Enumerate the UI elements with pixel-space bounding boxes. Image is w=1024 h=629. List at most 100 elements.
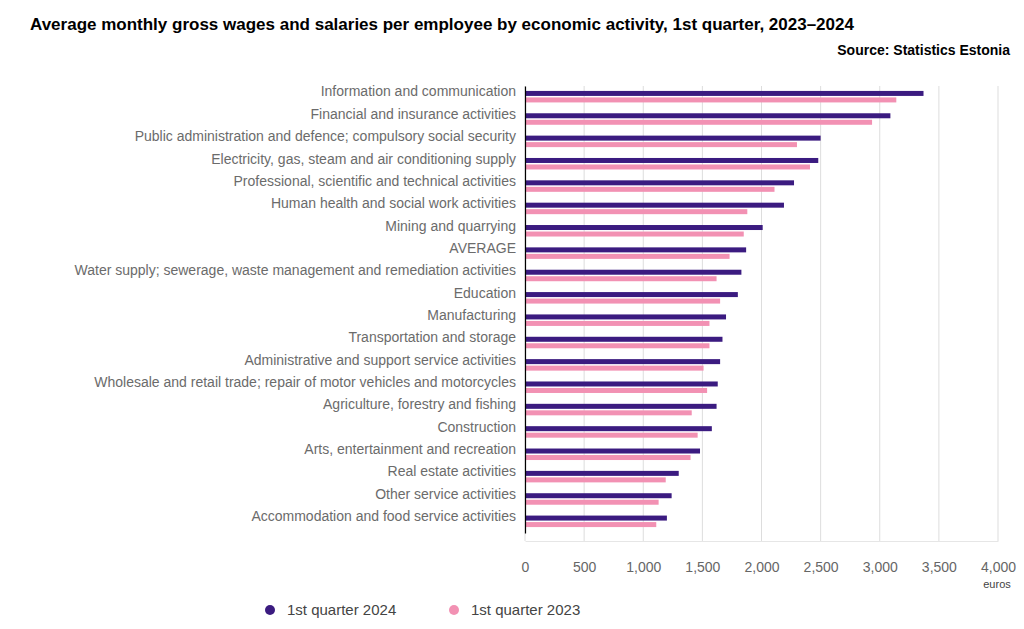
bar bbox=[525, 203, 784, 208]
x-tick: 2,000 bbox=[744, 541, 779, 575]
y-tick-label: Real estate activities bbox=[388, 463, 516, 479]
grid-line bbox=[525, 86, 526, 541]
bar bbox=[525, 516, 667, 521]
bar bbox=[525, 97, 896, 102]
x-tick-label: 3,000 bbox=[863, 559, 898, 575]
grid bbox=[525, 86, 998, 541]
bar bbox=[525, 404, 717, 409]
y-tick: Manufacturing bbox=[427, 307, 525, 323]
y-tick: Electricity, gas, steam and air conditio… bbox=[211, 151, 525, 167]
grid-line bbox=[998, 86, 999, 541]
y-tick-label: Water supply; sewerage, waste management… bbox=[75, 262, 516, 278]
y-axis: Information and communicationFinancial a… bbox=[75, 83, 526, 533]
x-tick: 3,000 bbox=[863, 541, 898, 575]
y-tick: Arts, entertainment and recreation bbox=[304, 441, 525, 457]
bar bbox=[525, 164, 810, 169]
x-tick-label: 4,000 bbox=[981, 559, 1016, 575]
bar bbox=[525, 247, 746, 252]
bar bbox=[525, 180, 794, 185]
x-tick: 0 bbox=[522, 541, 530, 575]
x-tick-label: 2,500 bbox=[804, 559, 839, 575]
bar bbox=[525, 254, 730, 259]
bar bbox=[525, 321, 709, 326]
x-tick-label: 1,500 bbox=[685, 559, 720, 575]
x-tick: 1,000 bbox=[626, 541, 661, 575]
y-tick-label: Human health and social work activities bbox=[271, 195, 516, 211]
bar bbox=[525, 91, 924, 96]
x-tick: 2,500 bbox=[804, 541, 839, 575]
y-tick-label: Agriculture, forestry and fishing bbox=[323, 396, 516, 412]
y-tick-label: Electricity, gas, steam and air conditio… bbox=[211, 151, 516, 167]
bar bbox=[525, 232, 744, 237]
y-tick-label: Other service activities bbox=[375, 486, 516, 502]
bar bbox=[525, 343, 709, 348]
bar bbox=[525, 477, 666, 482]
y-tick-label: Professional, scientific and technical a… bbox=[234, 173, 516, 189]
y-tick-label: Public administration and defence; compu… bbox=[135, 128, 516, 144]
bar bbox=[525, 410, 692, 415]
legend-item: 1st quarter 2023 bbox=[449, 601, 580, 618]
grid-line bbox=[761, 86, 762, 541]
grid-line bbox=[938, 86, 939, 541]
grid-line bbox=[879, 86, 880, 541]
x-tick: 1,500 bbox=[685, 541, 720, 575]
bar bbox=[525, 522, 656, 527]
y-tick-label: AVERAGE bbox=[449, 240, 516, 256]
y-tick: AVERAGE bbox=[449, 240, 525, 256]
bar bbox=[525, 493, 672, 498]
bar bbox=[525, 471, 679, 476]
x-tick-label: 0 bbox=[522, 559, 530, 575]
bar bbox=[525, 113, 890, 118]
bars bbox=[525, 91, 924, 527]
bar bbox=[525, 388, 707, 393]
y-tick: Education bbox=[454, 285, 525, 301]
y-tick: Construction bbox=[437, 419, 525, 435]
bar bbox=[525, 225, 763, 230]
y-tick: Administrative and support service activ… bbox=[244, 352, 525, 368]
y-tick-label: Mining and quarrying bbox=[385, 218, 516, 234]
y-tick-label: Administrative and support service activ… bbox=[244, 352, 516, 368]
y-tick: Human health and social work activities bbox=[271, 195, 525, 211]
y-tick: Public administration and defence; compu… bbox=[135, 128, 525, 144]
y-tick: Professional, scientific and technical a… bbox=[234, 173, 525, 189]
y-tick-label: Construction bbox=[437, 419, 516, 435]
bar bbox=[525, 381, 718, 386]
x-tick: 4,000 bbox=[981, 541, 1016, 575]
bar bbox=[525, 276, 717, 281]
x-axis-line bbox=[526, 541, 999, 542]
x-tick: 500 bbox=[573, 541, 597, 575]
y-tick-label: Transportation and storage bbox=[348, 329, 516, 345]
legend-swatch bbox=[449, 605, 459, 615]
y-tick-label: Arts, entertainment and recreation bbox=[304, 441, 516, 457]
y-tick: Other service activities bbox=[375, 486, 525, 502]
y-tick-label: Wholesale and retail trade; repair of mo… bbox=[94, 374, 516, 390]
chart: Average monthly gross wages and salaries… bbox=[0, 0, 1024, 629]
x-tick-label: 2,000 bbox=[744, 559, 779, 575]
grid-line bbox=[820, 86, 821, 541]
grid-line bbox=[702, 86, 703, 541]
y-tick: Wholesale and retail trade; repair of mo… bbox=[94, 374, 525, 390]
legend-label: 1st quarter 2024 bbox=[287, 601, 396, 618]
y-tick-label: Education bbox=[454, 285, 516, 301]
y-tick: Accommodation and food service activitie… bbox=[251, 508, 525, 524]
x-axis-title: euros bbox=[983, 578, 1011, 590]
bar bbox=[525, 142, 797, 147]
y-tick: Real estate activities bbox=[388, 463, 525, 479]
legend-item: 1st quarter 2024 bbox=[265, 601, 396, 618]
bar bbox=[525, 449, 700, 454]
bar bbox=[525, 292, 738, 297]
title: Average monthly gross wages and salaries… bbox=[30, 15, 854, 34]
bar bbox=[525, 158, 818, 163]
y-tick-label: Manufacturing bbox=[427, 307, 516, 323]
y-tick: Agriculture, forestry and fishing bbox=[323, 396, 525, 412]
x-tick-label: 3,500 bbox=[922, 559, 957, 575]
x-tick-label: 500 bbox=[573, 559, 597, 575]
bar bbox=[525, 500, 659, 505]
y-tick-label: Accommodation and food service activitie… bbox=[251, 508, 516, 524]
series bbox=[525, 91, 924, 521]
y-tick: Financial and insurance activities bbox=[311, 106, 525, 122]
bar bbox=[525, 120, 872, 125]
x-axis: 0 500 1,000 1,500 2,000 2,500 3,000 3,500 4,000 bbox=[522, 541, 1017, 575]
y-tick: Transportation and storage bbox=[348, 329, 525, 345]
legend-label: 1st quarter 2023 bbox=[471, 601, 580, 618]
